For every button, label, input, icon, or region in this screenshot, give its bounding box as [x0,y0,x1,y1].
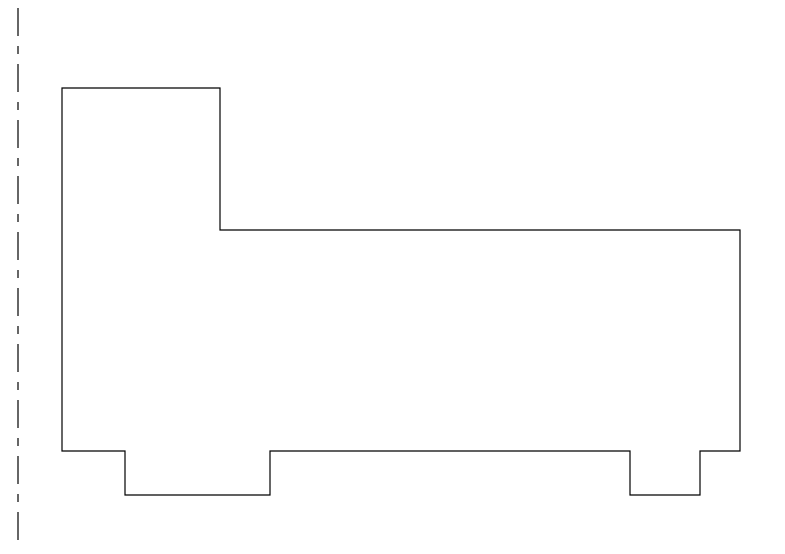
diagram-canvas [0,0,785,554]
profile-outline [62,88,740,495]
